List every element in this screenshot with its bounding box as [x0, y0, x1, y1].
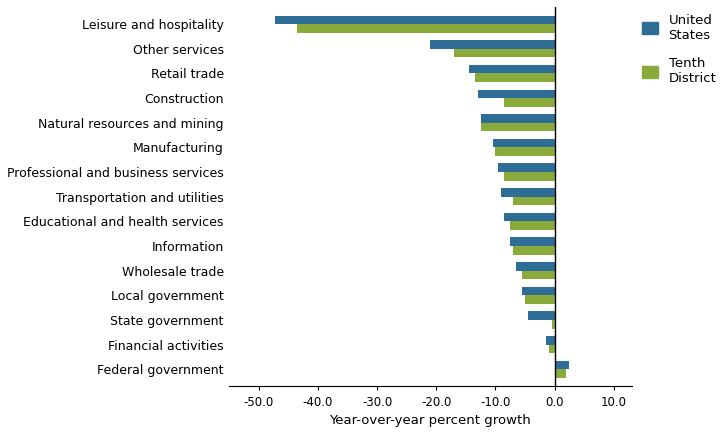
Bar [481, 123, 555, 132]
Bar [522, 271, 555, 279]
Bar [513, 197, 555, 205]
Bar [469, 65, 555, 73]
X-axis label: Year-over-year percent growth: Year-over-year percent growth [330, 414, 531, 427]
Bar [522, 287, 555, 295]
Bar [499, 164, 555, 172]
Bar [516, 262, 555, 271]
Bar [546, 336, 555, 345]
Bar [297, 24, 555, 33]
Bar [495, 148, 555, 156]
Bar [513, 246, 555, 255]
Bar [492, 139, 555, 148]
Bar [552, 320, 555, 329]
Bar [431, 40, 555, 49]
Bar [510, 237, 555, 246]
Bar [478, 89, 555, 98]
Bar [528, 311, 555, 320]
Bar [454, 49, 555, 57]
Bar [505, 213, 555, 221]
Bar [510, 221, 555, 230]
Bar [549, 345, 555, 353]
Bar [555, 361, 569, 369]
Legend: United
States, Tenth
District: United States, Tenth District [642, 13, 716, 85]
Bar [276, 16, 555, 24]
Bar [475, 73, 555, 82]
Bar [525, 295, 555, 304]
Bar [555, 369, 566, 378]
Bar [502, 188, 555, 197]
Bar [505, 172, 555, 181]
Bar [505, 98, 555, 107]
Bar [481, 114, 555, 123]
